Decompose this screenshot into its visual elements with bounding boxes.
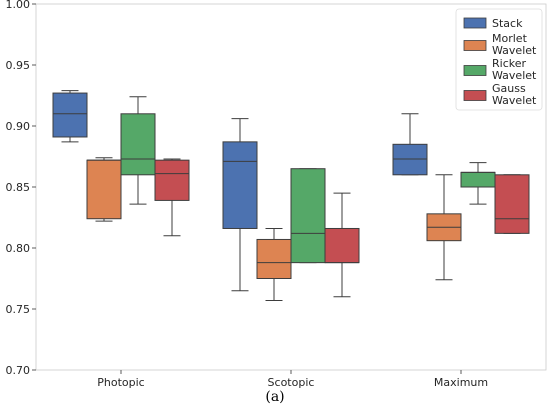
legend-label: Wavelet — [492, 94, 537, 107]
legend-swatch — [463, 90, 487, 101]
legend-swatch — [463, 65, 487, 76]
box-body — [460, 171, 496, 188]
box-body — [222, 141, 258, 229]
legend-swatch — [463, 17, 487, 29]
box-morlet-wavelet-scotopic — [256, 227, 292, 301]
y-tick-label: 1.00 — [6, 0, 31, 11]
box-body — [256, 238, 292, 280]
y-tick-label: 0.70 — [6, 364, 31, 377]
box-body — [52, 92, 88, 138]
box-stack-photopic — [52, 90, 88, 143]
y-tick-label: 0.90 — [6, 120, 31, 133]
box-body — [86, 159, 122, 220]
legend-label: Gauss — [492, 82, 526, 95]
y-tick-label: 0.85 — [6, 181, 31, 194]
y-tick-label: 0.95 — [6, 59, 31, 72]
x-tick-label-photopic: Photopic — [97, 376, 144, 389]
box-body — [290, 168, 326, 264]
box-body — [494, 174, 530, 234]
box-body — [324, 227, 360, 264]
x-axis: Photopic Scotopic Maximum — [97, 370, 488, 389]
boxes — [52, 90, 530, 301]
box-morlet-wavelet-photopic — [86, 157, 122, 222]
y-axis: 0.70 0.75 0.80 0.85 0.90 0.95 1.00 — [6, 0, 36, 377]
x-tick-label-maximum: Maximum — [434, 376, 488, 389]
legend-label: Morlet — [492, 32, 528, 45]
legend: StackMorletWaveletRickerWaveletGaussWave… — [455, 8, 543, 111]
box-gauss-wavelet-maximum — [494, 174, 530, 234]
box-body — [154, 159, 190, 201]
box-ricker-wavelet-photopic — [120, 96, 156, 205]
figure-caption: (a) — [265, 389, 284, 405]
legend-entry-stack: Stack — [463, 17, 523, 30]
x-tick-label-scotopic: Scotopic — [268, 376, 315, 389]
y-tick-label: 0.75 — [6, 303, 31, 316]
legend-box — [455, 8, 543, 111]
box-body — [392, 143, 428, 176]
legend-swatch — [463, 40, 487, 51]
legend-label: Wavelet — [492, 44, 537, 57]
legend-label: Stack — [492, 17, 523, 30]
box-ricker-wavelet-scotopic — [290, 168, 326, 264]
box-morlet-wavelet-maximum — [426, 174, 462, 281]
y-tick-label: 0.80 — [6, 242, 31, 255]
box-gauss-wavelet-scotopic — [324, 192, 360, 298]
box-gauss-wavelet-photopic — [154, 158, 190, 237]
box-stack-scotopic — [222, 118, 258, 292]
legend-label: Ricker — [492, 57, 526, 70]
legend-label: Wavelet — [492, 69, 537, 82]
box-ricker-wavelet-maximum — [460, 162, 496, 205]
box-stack-maximum — [392, 113, 428, 176]
box-body — [120, 113, 156, 176]
